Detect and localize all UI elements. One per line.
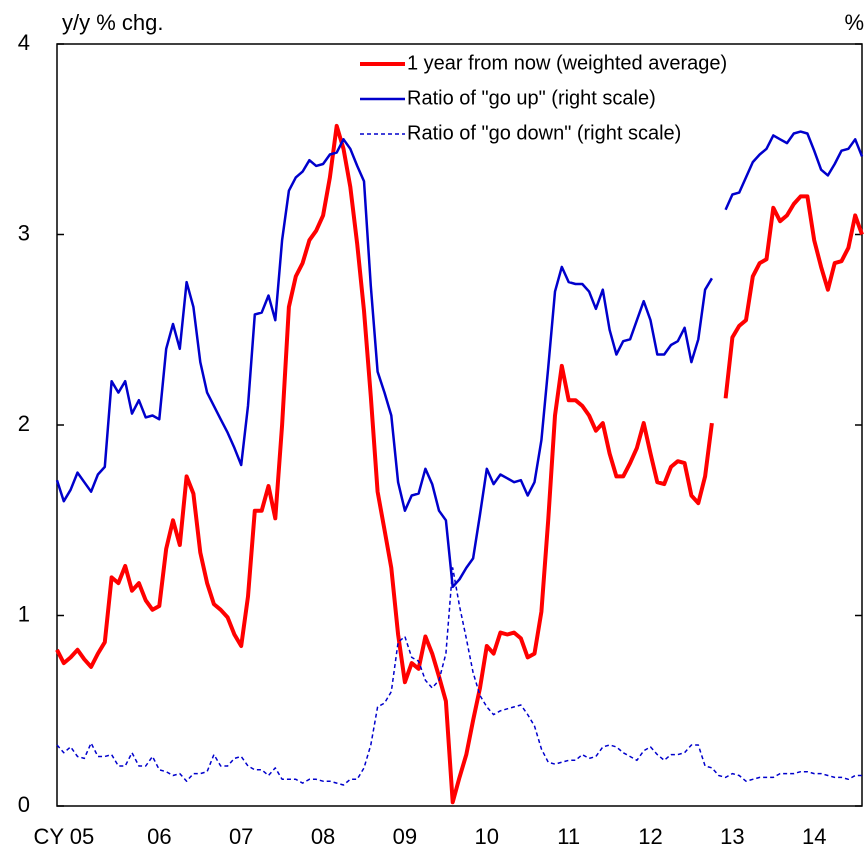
y-tick-label: 1 bbox=[18, 601, 30, 626]
x-tick-label: 13 bbox=[720, 824, 744, 849]
y2-axis-label: % bbox=[844, 10, 864, 35]
x-tick-label: 11 bbox=[557, 824, 580, 849]
plot-frame bbox=[56, 43, 863, 807]
series-line bbox=[55, 138, 713, 589]
x-tick-label: 07 bbox=[229, 824, 253, 849]
legend-label: 1 year from now (weighted average) bbox=[407, 52, 727, 74]
series-line bbox=[55, 123, 714, 805]
y-tick-label: 3 bbox=[18, 220, 30, 245]
y-axis-label: y/y % chg. bbox=[62, 10, 163, 35]
series-line bbox=[723, 194, 864, 399]
x-tick-label: 09 bbox=[393, 824, 417, 849]
y-tick-label: 0 bbox=[18, 792, 30, 817]
x-tick-label: CY 05 bbox=[33, 824, 94, 849]
x-tick-label: 12 bbox=[638, 824, 662, 849]
series-line bbox=[724, 130, 864, 211]
legend-label: Ratio of "go down" (right scale) bbox=[407, 122, 681, 144]
x-tick-label: 06 bbox=[147, 824, 171, 849]
legend-label: Ratio of "go up" (right scale) bbox=[407, 87, 656, 109]
x-tick-label: 08 bbox=[311, 824, 335, 849]
y-tick-label: 2 bbox=[18, 411, 30, 436]
x-tick-label: 10 bbox=[475, 824, 499, 849]
y-tick-label: 4 bbox=[18, 30, 30, 55]
x-tick-label: 14 bbox=[802, 824, 826, 849]
series-line bbox=[56, 567, 862, 786]
